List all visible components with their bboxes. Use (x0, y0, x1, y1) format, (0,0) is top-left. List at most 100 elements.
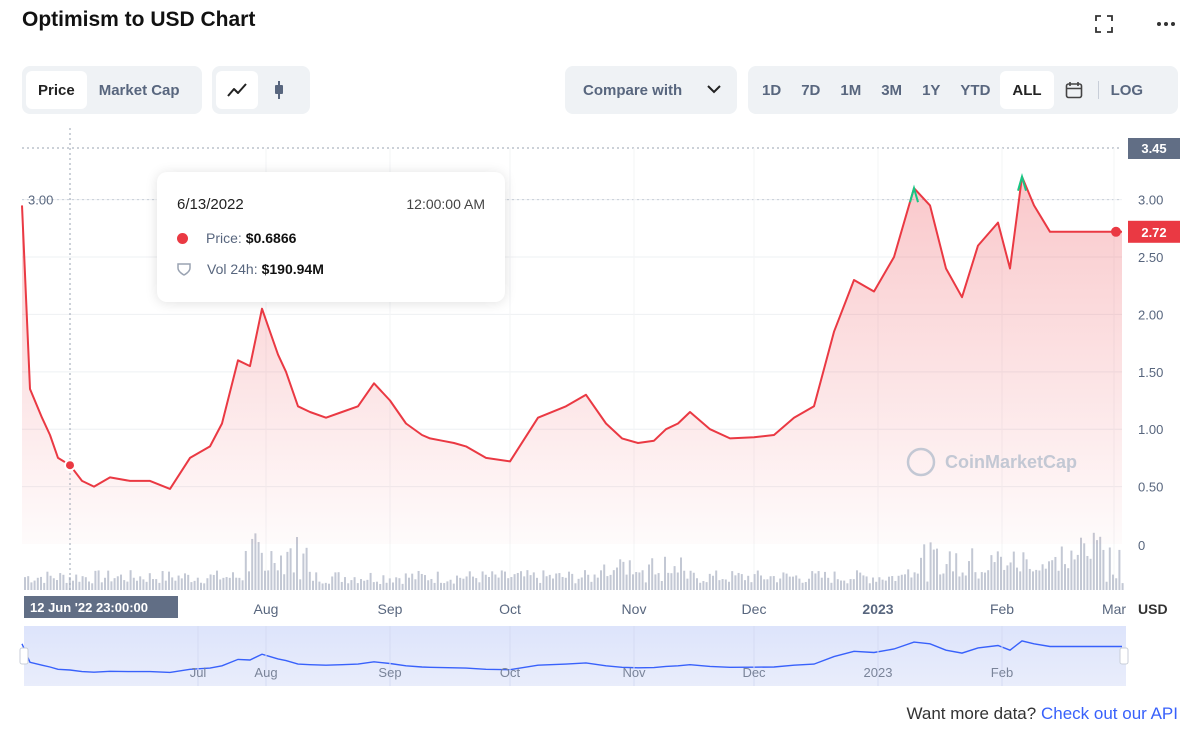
volume-bar (865, 576, 868, 590)
volume-bar (465, 576, 468, 590)
volume-bar (491, 571, 494, 590)
volume-bar (510, 577, 513, 590)
more-horizontal-icon[interactable] (1154, 12, 1178, 36)
volume-bar (651, 558, 654, 590)
volume-bar (369, 572, 372, 590)
current-price-badge (1128, 220, 1180, 243)
volume-bar (1070, 550, 1073, 590)
volume-bar (24, 577, 26, 590)
range-3m[interactable]: 3M (881, 81, 903, 99)
volume-bar (308, 571, 311, 590)
volume-bar (632, 574, 634, 590)
volume-bar (808, 578, 810, 590)
range-1m[interactable]: 1M (840, 81, 862, 99)
volume-bar (945, 564, 948, 590)
range-all[interactable]: ALL (1000, 71, 1054, 109)
volume-bar (596, 577, 599, 590)
volume-bar (267, 570, 270, 590)
volume-bar (728, 581, 730, 590)
volume-bar (180, 578, 183, 590)
volume-bar (804, 582, 807, 590)
volume-bar (1038, 570, 1041, 590)
tooltip-volume-row: Vol 24h: $190.94M (177, 261, 324, 277)
volume-bar (990, 555, 993, 590)
volume-bar (638, 572, 641, 590)
volume-bar (168, 571, 170, 590)
range-1d[interactable]: 1D (762, 81, 782, 99)
volume-bar (897, 575, 900, 590)
volume-bar (532, 572, 535, 590)
volume-bar (993, 562, 996, 590)
volume-bar (484, 574, 487, 590)
tab-market-cap[interactable]: Market Cap (98, 81, 180, 99)
line-chart-icon[interactable] (216, 71, 258, 109)
volume-bar (305, 547, 308, 590)
volume-bar (280, 555, 282, 590)
compare-label: Compare with (583, 81, 683, 99)
volume-bar (488, 577, 490, 590)
candlestick-icon[interactable] (258, 71, 300, 109)
volume-bar (315, 572, 318, 590)
volume-bar (417, 570, 420, 590)
calendar-icon[interactable] (1054, 71, 1094, 109)
volume-bar (731, 571, 734, 590)
compare-dropdown[interactable]: Compare with (565, 66, 737, 114)
price-area (22, 176, 1122, 544)
volume-bar (360, 579, 362, 590)
volume-bar (161, 571, 164, 590)
volume-bar (190, 582, 193, 590)
range-tabs: 1D 7D 1M 3M 1Y YTD ALL LOG (748, 66, 1178, 114)
volume-bar (427, 580, 430, 590)
x-tick-label: Mar (1102, 601, 1126, 617)
range-navigator[interactable] (24, 626, 1126, 686)
volume-bar (660, 581, 663, 590)
volume-bar (1067, 568, 1070, 590)
current-price-label: 2.72 (1141, 225, 1166, 240)
price-chart[interactable]: 0.50 1.00 1.50 2.00 2.50 3.00 3.45 3.00 Aug Sep Oc… (0, 120, 1200, 700)
price-chart-svg[interactable]: 0.50 1.00 1.50 2.00 2.50 3.00 3.45 3.00 Aug Sep Oc… (0, 120, 1200, 700)
navigator-handle[interactable] (1119, 647, 1129, 665)
volume-bar (1000, 556, 1002, 590)
y-tick-label: 1.50 (1138, 365, 1163, 380)
expand-icon[interactable] (1092, 12, 1116, 36)
range-7d[interactable]: 7D (801, 81, 821, 99)
chevron-down-icon (707, 81, 721, 99)
volume-bar (657, 573, 660, 590)
volume-bar (526, 570, 529, 590)
volume-bar (817, 571, 820, 590)
volume-bar (1105, 581, 1108, 590)
volume-bar (148, 573, 151, 590)
volume-bar (916, 573, 919, 590)
volume-bar (475, 578, 478, 590)
volume-bar (411, 573, 414, 590)
api-link[interactable]: Check out our API (1040, 704, 1178, 723)
volume-bar (849, 579, 852, 590)
page-title: Optimism to USD Chart (22, 8, 256, 31)
volume-bar (372, 582, 375, 590)
volume-bar (724, 579, 727, 590)
volume-bar (177, 575, 180, 590)
volume-bar (420, 573, 423, 590)
volume-bar (104, 577, 106, 590)
volume-bar (856, 570, 858, 590)
metric-tabs: Price Market Cap (22, 66, 202, 114)
volume-bar (1086, 555, 1089, 590)
volume-bar (299, 579, 302, 590)
volume-bar (619, 559, 622, 590)
range-1y[interactable]: 1Y (922, 81, 941, 99)
navigator-handle[interactable] (19, 647, 29, 665)
volume-bar (715, 570, 718, 590)
volume-bar (872, 577, 874, 590)
footer-text: Want more data? (906, 704, 1037, 723)
tab-price[interactable]: Price (26, 71, 87, 109)
volume-bar (910, 577, 913, 590)
volume-bar (667, 572, 670, 590)
range-ytd[interactable]: YTD (960, 81, 991, 99)
volume-bar (91, 583, 94, 590)
volume-bar (398, 578, 401, 590)
volume-bar (126, 581, 129, 590)
volume-bar (379, 583, 382, 590)
volume-bar (232, 572, 234, 590)
volume-bar (574, 583, 577, 590)
log-toggle[interactable]: LOG (1110, 81, 1144, 99)
